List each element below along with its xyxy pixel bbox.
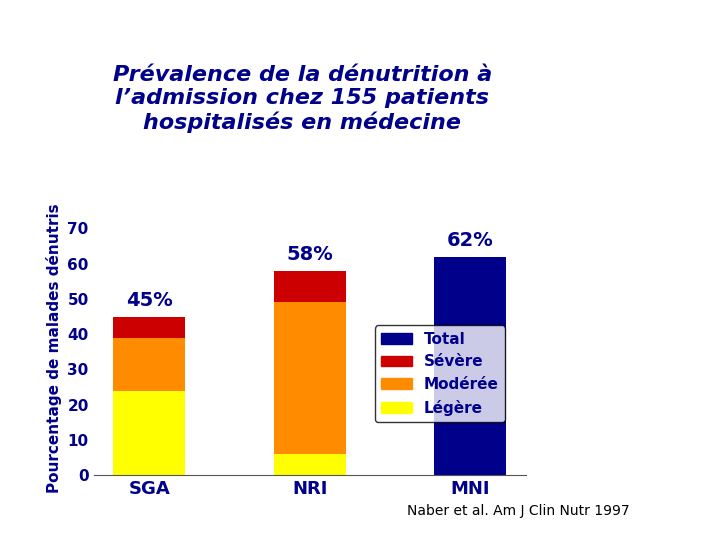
Bar	[434, 256, 506, 475]
Bar	[274, 271, 346, 302]
Y-axis label: Pourcentage de malades dénutris: Pourcentage de malades dénutris	[46, 204, 62, 493]
Bar	[113, 338, 185, 390]
Text: 45%: 45%	[126, 291, 173, 309]
Text: 58%: 58%	[287, 245, 333, 264]
Bar	[113, 390, 185, 475]
Text: 62%: 62%	[446, 231, 493, 249]
Bar	[113, 316, 185, 338]
Bar	[274, 302, 346, 454]
Bar	[274, 454, 346, 475]
Legend: Total, Sévère, Modérée, Légère: Total, Sévère, Modérée, Légère	[375, 326, 505, 422]
Text: Prévalence de la dénutrition à
l’admission chez 155 patients
hospitalisés en méd: Prévalence de la dénutrition à l’admissi…	[113, 65, 492, 133]
Text: Naber et al. Am J Clin Nutr 1997: Naber et al. Am J Clin Nutr 1997	[407, 504, 630, 518]
